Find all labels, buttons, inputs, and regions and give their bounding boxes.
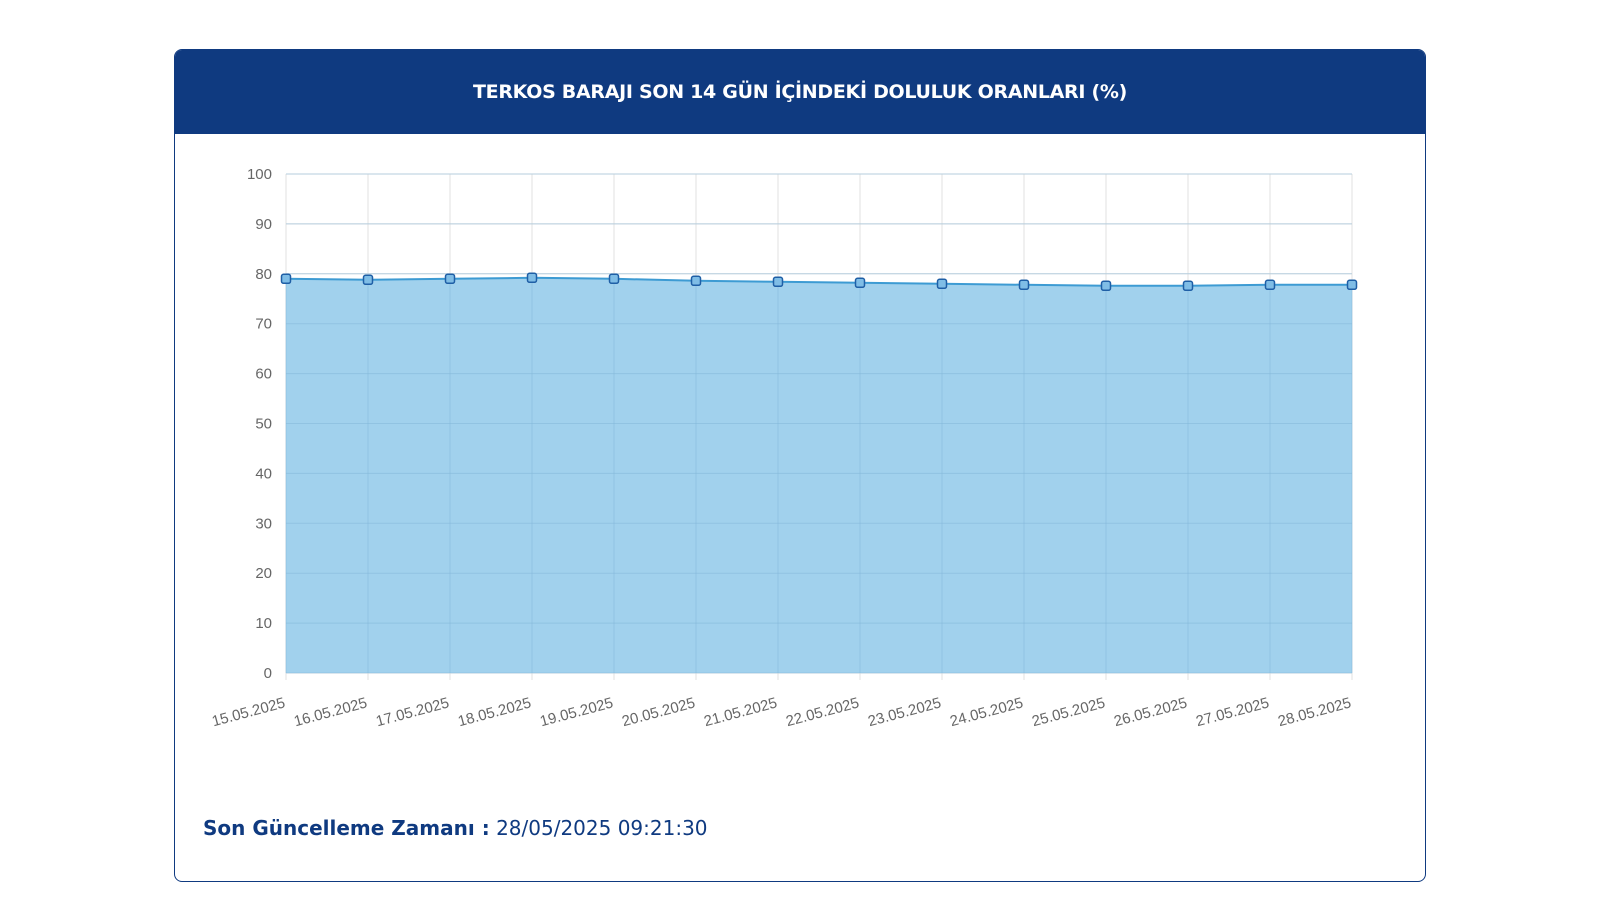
- x-tick-label: 28.05.2025: [1276, 694, 1353, 730]
- x-tick-label: 15.05.2025: [210, 694, 287, 730]
- y-tick-label: 60: [255, 366, 272, 383]
- series-area: [286, 277, 1352, 673]
- last-update: Son Güncelleme Zamanı : 28/05/2025 09:21…: [203, 816, 708, 840]
- x-tick-label: 19.05.2025: [538, 694, 615, 730]
- data-point: [1264, 279, 1276, 291]
- x-tick-label: 21.05.2025: [702, 694, 779, 730]
- card-header: TERKOS BARAJI SON 14 GÜN İÇİNDEKİ DOLULU…: [175, 50, 1425, 134]
- data-point: [444, 273, 456, 285]
- y-tick-label: 30: [255, 515, 272, 532]
- series-line: [285, 276, 1352, 287]
- data-point: [280, 273, 292, 285]
- fill-rate-chart: 0 10 20 30 40 50 60 70 80 90 100 15.05.2025 16.05.20…: [210, 166, 1358, 730]
- x-tick-label: 17.05.2025: [374, 694, 451, 730]
- y-tick-label: 90: [255, 216, 272, 233]
- x-tick-label: 20.05.2025: [620, 694, 697, 730]
- data-point: [1100, 280, 1112, 292]
- y-tick-label: 70: [255, 316, 272, 333]
- x-tick-label: 23.05.2025: [866, 694, 943, 730]
- data-point: [1018, 279, 1030, 291]
- data-point: [608, 273, 620, 285]
- data-point: [772, 276, 784, 288]
- data-point: [1182, 280, 1194, 292]
- x-tick-label: 22.05.2025: [784, 694, 861, 730]
- y-tick-label: 40: [255, 465, 272, 482]
- x-tick-label: 24.05.2025: [948, 694, 1025, 730]
- data-point: [854, 277, 866, 289]
- chart-title: TERKOS BARAJI SON 14 GÜN İÇİNDEKİ DOLULU…: [473, 81, 1127, 103]
- y-tick-label: 100: [247, 166, 272, 183]
- y-tick-label: 50: [255, 416, 272, 433]
- x-tick-label: 26.05.2025: [1112, 694, 1189, 730]
- data-point: [362, 274, 374, 286]
- x-tick-label: 27.05.2025: [1194, 694, 1271, 730]
- data-point: [1346, 279, 1358, 291]
- last-update-label: Son Güncelleme Zamanı :: [203, 816, 490, 840]
- x-tick-label: 18.05.2025: [456, 694, 533, 730]
- y-tick-label: 10: [255, 615, 272, 632]
- data-point: [690, 275, 702, 287]
- chart-area: 0 10 20 30 40 50 60 70 80 90 100 15.05.2025 16.05.20…: [175, 134, 1425, 794]
- x-tick-label: 25.05.2025: [1030, 694, 1107, 730]
- last-update-value: 28/05/2025 09:21:30: [496, 816, 708, 840]
- y-tick-label: 20: [255, 565, 272, 582]
- data-point: [526, 272, 538, 284]
- data-point: [936, 278, 948, 290]
- x-tick-label: 16.05.2025: [292, 694, 369, 730]
- y-tick-label: 80: [255, 266, 272, 283]
- chart-card: TERKOS BARAJI SON 14 GÜN İÇİNDEKİ DOLULU…: [174, 49, 1426, 882]
- y-tick-label: 0: [264, 665, 272, 682]
